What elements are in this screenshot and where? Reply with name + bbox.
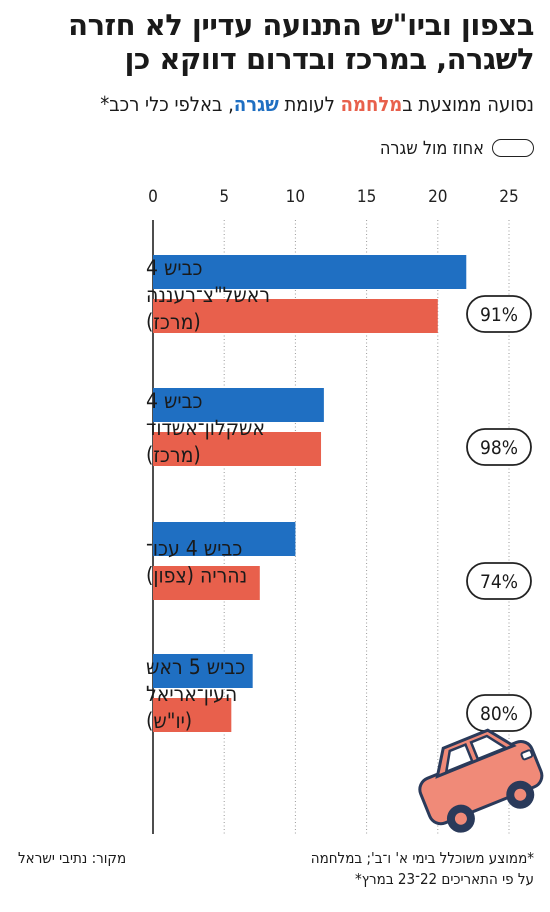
- percent-label: 74%: [480, 571, 518, 593]
- x-tick-label: 25: [499, 187, 518, 207]
- subtitle-routine-word: שגרה: [233, 92, 279, 116]
- category-label: העין־אריאל: [146, 682, 237, 706]
- subtitle-middle: לעומת: [278, 92, 341, 116]
- bar-routine: [153, 522, 296, 556]
- footnote-line-2: על פי התאריכים 22־23 במרץ*: [355, 870, 534, 888]
- category-label: כביש 4: [146, 389, 203, 413]
- subtitle-prefix: נסועה ממוצעת ב: [402, 92, 534, 116]
- category-label: כביש 4 עכו־: [146, 537, 242, 561]
- bar-chart: 0 5 10 15 20 25 כביש 4ראשל"צ־רעננה(מרכז)כביש …: [146, 187, 544, 834]
- percent-pill: [466, 295, 532, 333]
- footnote-line-1: *ממוצע משוכלל בימי א' ו־ב'; במלחמה: [310, 849, 534, 867]
- legend-label: אחוז מול שגרה: [379, 137, 484, 159]
- legend-pill-icon: [492, 139, 534, 157]
- percent-label: 98%: [480, 437, 518, 459]
- bar-routine: [153, 388, 324, 422]
- percent-pill: [466, 428, 532, 466]
- bars: [153, 255, 467, 732]
- chart-title: בצפון וביו"ש התנועה עדיין לא חזרה לשגרה,…: [68, 8, 534, 76]
- percent-label: 91%: [480, 304, 518, 326]
- category-label: (מרכז): [146, 310, 201, 334]
- legend: אחוז מול שגרה: [380, 134, 534, 162]
- percent-pill: [466, 562, 532, 600]
- percent-pill: [466, 694, 532, 732]
- x-tick-label: 10: [286, 187, 305, 207]
- bar-war: [153, 698, 232, 732]
- category-label: (מרכז): [146, 443, 201, 467]
- bar-routine: [153, 654, 253, 688]
- x-tick-label: 5: [219, 187, 229, 207]
- subtitle-suffix: , באלפי כלי רכב*: [100, 92, 234, 116]
- chart-subtitle: נסועה ממוצעת במלחמה לעומת שגרה, באלפי כל…: [14, 90, 534, 118]
- category-label: אשקלון־אשדוד: [146, 416, 265, 440]
- footnote: *ממוצע משוכלל בימי א' ו־ב'; במלחמה על פי…: [234, 848, 534, 890]
- category-label: נהריה (צפון): [146, 564, 247, 588]
- source-note: מקור: נתיבי ישראל: [18, 849, 127, 867]
- x-tick-labels: 0 5 10 15 20 25: [148, 187, 519, 207]
- bar-routine: [153, 255, 467, 289]
- category-labels: כביש 4 ראשל"צ־רעננה (מרכז) כביש 4 אשקלון־אשד…: [146, 256, 270, 733]
- car-icon: [418, 728, 544, 833]
- category-label: (יו"ש): [146, 709, 192, 733]
- x-tick-label: 20: [428, 187, 447, 207]
- bar-war: [153, 299, 438, 333]
- category-label: כביש 5 ראש: [146, 655, 245, 679]
- bar-war: [153, 566, 260, 600]
- bar-war: [153, 432, 322, 466]
- subtitle-war-word: מלחמה: [340, 92, 403, 116]
- percent-labels: 91% 98% 74% 80%: [466, 295, 532, 732]
- percent-label: 80%: [480, 703, 518, 725]
- x-tick-label: 15: [357, 187, 376, 207]
- category-label: ראשל"צ־רעננה: [146, 283, 270, 307]
- x-tick-label: 0: [148, 187, 158, 207]
- category-label: כביש 4: [146, 256, 203, 280]
